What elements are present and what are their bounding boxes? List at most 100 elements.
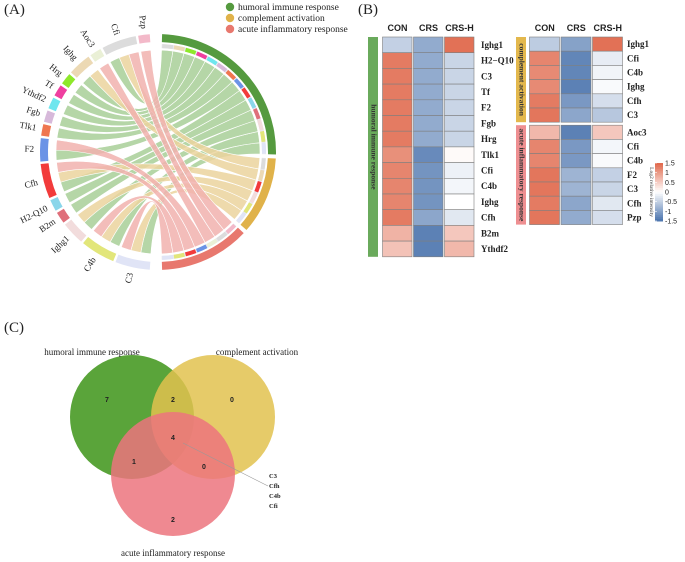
chord-arc-ighg1: [64, 219, 87, 242]
heatmap-colorbar: 1.5 1 0.5 0 -0.5 -1 -1.5 Log2 relative intensit…: [648, 161, 677, 226]
heatmap-cell-humoral-immune-response-ighg1-con: [382, 36, 413, 53]
heatmap-cell-humoral-immune-response-ighg1-crs-h: [444, 36, 475, 53]
chord-arc-ythdf2: [48, 97, 61, 112]
venn-region-counts: 7 2 0 4 1 0 2: [105, 397, 234, 524]
chord-arc-b2m: [56, 208, 70, 223]
heatmap-cell-humoral-immune-response-cfi-crs: [413, 162, 444, 179]
heatmap-cell-humoral-immune-response-tlk1-crs-h: [444, 146, 475, 163]
heatmap-cell-humoral-immune-response-f2-con: [382, 99, 413, 116]
chord-track-mark-cfi: [216, 231, 228, 242]
chord-track-mark-cfh: [254, 181, 262, 193]
heatmap-cells: [382, 36, 623, 258]
venn-count-humoral-immune-response-acute-inflammatory-response: 1: [132, 459, 136, 466]
heatmap-cell-humoral-immune-response-c3-con: [382, 68, 413, 85]
heatmap-cell-humoral-immune-response-b2m-crs: [413, 225, 444, 242]
chord-track-mark-tlk1: [225, 69, 237, 81]
chord-track-mark-cfh: [241, 87, 251, 99]
row-label-cfi: Cfi: [627, 53, 639, 63]
venn-count-complement-activation: 0: [230, 397, 234, 404]
heatmap-cell-complement-activation-c3-crs: [560, 107, 592, 123]
chord-track-mark-c4b: [259, 130, 266, 143]
heatmap-row-labels: Ighg1 H2−Q10 C3 Tf F2 Fgb Hrg Tlk1 Cfi C4b Ighg Cfh…: [481, 39, 650, 254]
heatmap-group-bars: humoral immune response complement activa…: [368, 37, 526, 257]
heatmap-cell-acute-inflammatory-response-aoc3-crs: [560, 124, 592, 140]
group-bar-complement-activation: [516, 37, 526, 123]
group-bar-humoral-immune-response: [368, 37, 378, 257]
legend-dot-acute-inflammatory-response: [225, 24, 235, 34]
chord-arc-ighg: [70, 56, 94, 78]
row-label-b2m: B2m: [481, 228, 500, 238]
heatmap-cell-humoral-immune-response-tf-crs: [413, 83, 444, 101]
column-header-crs-h-right: CRS-H: [594, 23, 623, 33]
heatmap-cell-complement-activation-cfh-crs: [560, 93, 592, 109]
chord-arcs: [40, 34, 276, 270]
heatmap-cell-complement-activation-ighg-con: [529, 79, 560, 95]
colorbar-segment: [655, 180, 663, 183]
chord-track-mark-c4b: [173, 252, 185, 259]
heatmap-cell-humoral-immune-response-fgb-con: [382, 115, 413, 132]
heatmap-cell-humoral-immune-response-fgb-crs: [413, 115, 444, 132]
chord-arc-cfi: [102, 36, 138, 55]
chord-ribbon-pzp-acute-inflammatory-response: [140, 49, 233, 231]
legend-label-complement-activation: complement activation: [238, 14, 325, 24]
row-label-f2: F2: [627, 170, 637, 180]
venn-set-label-humoral-immune-response: humoral immune response: [44, 347, 139, 357]
colorbar-tick-label: -0.5: [665, 199, 677, 206]
chord-arc-c4b: [83, 236, 117, 262]
heatmap-cell-acute-inflammatory-response-c3-crs-h: [592, 181, 623, 197]
chord-label-tf: Tf: [43, 78, 55, 91]
heatmap-cell-humoral-immune-response-c4b-crs-h: [444, 178, 475, 195]
heatmap-cell-acute-inflammatory-response-cfi-crs-h: [592, 139, 623, 154]
chord-arc-c3: [115, 254, 151, 270]
row-label-cfh: Cfh: [627, 198, 642, 208]
chord-arc-tlk1: [41, 124, 52, 137]
heatmap-cell-humoral-immune-response-tf-crs-h: [444, 83, 475, 101]
chord-diagram: C3C4bIghg1B2mH2-Q10CfhF2Tlk1FgbYthdf2TfH…: [19, 2, 348, 284]
heatmap-cell-humoral-immune-response-cfh-con: [382, 209, 413, 226]
chord-label-aoc3: Aoc3: [78, 27, 97, 49]
panel-label-c: (C): [4, 320, 24, 336]
heatmap-cell-complement-activation-c4b-con: [529, 65, 560, 80]
chord-track-mark-c4b: [243, 202, 253, 214]
colorbar-tick-label: -1.5: [665, 219, 677, 226]
legend-dot-complement-activation: [225, 13, 235, 23]
chord-arc-hrg: [62, 74, 76, 89]
chord-label-c4b: C4b: [82, 255, 99, 273]
heatmap-cell-humoral-immune-response-hrg-crs-h: [444, 130, 475, 148]
chord-label-hrg: Hrg: [47, 62, 64, 79]
heatmap-cell-humoral-immune-response-hrg-crs: [413, 130, 444, 148]
venn-annotation: C3 Cfh C4b Cfi: [182, 442, 281, 510]
heatmap-cell-complement-activation-ighg-crs-h: [592, 79, 623, 95]
venn-set-label-acute-inflammatory-response: acute inflammatory response: [121, 548, 225, 558]
colorbar-segment: [655, 199, 663, 203]
chord-track-mark-hrg: [184, 47, 197, 55]
colorbar-segment: [655, 170, 663, 174]
heatmap-cell-humoral-immune-response-cfi-crs-h: [444, 162, 475, 179]
legend-label-humoral-immune-response: humoral immune response: [238, 3, 339, 13]
row-label-c4b: C4b: [481, 181, 497, 191]
heatmap-cell-acute-inflammatory-response-c4b-crs: [560, 153, 592, 169]
venn-diagram: humoral immune response complement activa…: [44, 347, 298, 558]
heatmap-cell-humoral-immune-response-ighg-crs: [413, 193, 444, 210]
colorbar-segment: [655, 172, 663, 176]
row-label-ighg: Ighg: [627, 82, 645, 92]
heatmap-cell-acute-inflammatory-response-pzp-crs: [560, 210, 592, 225]
chord-label-cfi: Cfi: [109, 22, 122, 37]
colorbar-segment: [655, 176, 663, 179]
heatmap-cell-complement-activation-c4b-crs-h: [592, 65, 623, 80]
colorbar-segment: [655, 211, 663, 214]
chord-arc-cfh: [40, 163, 57, 199]
chord-arc-aoc3: [90, 49, 105, 62]
heatmap-cell-acute-inflammatory-response-c3-con: [529, 181, 560, 197]
heatmap-cell-humoral-immune-response-ythdf2-crs: [413, 240, 444, 258]
heatmap-cell-complement-activation-ighg1-crs-h: [592, 36, 623, 52]
heatmap-cell-acute-inflammatory-response-aoc3-crs-h: [592, 124, 623, 140]
chord-track-mark-b2m: [253, 108, 261, 120]
heatmap-cell-humoral-immune-response-ighg1-crs: [413, 36, 444, 53]
panel-label-a: (A): [4, 2, 25, 18]
row-label-ythdf2: Ythdf2: [481, 244, 509, 254]
colorbar-segment: [655, 205, 663, 208]
chord-track-mark-f2: [233, 78, 244, 89]
heatmap-cell-complement-activation-cfh-crs-h: [592, 93, 623, 109]
group-label-acute-inflammatory-response: acute inflammatory response: [517, 129, 526, 222]
